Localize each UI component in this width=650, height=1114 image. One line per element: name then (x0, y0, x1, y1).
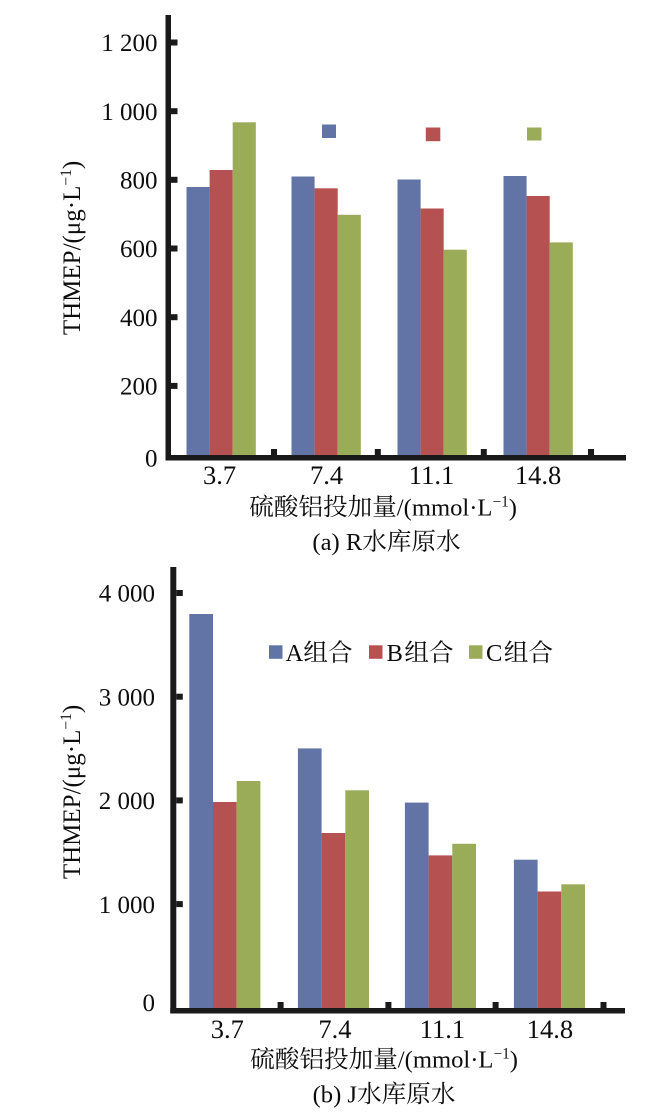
svg-text:3.7: 3.7 (211, 1014, 244, 1044)
svg-text:B: B (387, 640, 403, 667)
svg-text:200: 200 (120, 374, 158, 401)
svg-text:1 000: 1 000 (101, 99, 157, 126)
svg-text:3.7: 3.7 (203, 460, 236, 490)
svg-text:/(mmol·L−1): /(mmol·L−1) (397, 493, 517, 521)
svg-text:7.4: 7.4 (310, 460, 343, 490)
svg-text:600: 600 (120, 236, 158, 263)
svg-text:14.8: 14.8 (515, 460, 561, 490)
svg-text:0: 0 (145, 446, 158, 473)
svg-text:/(mmol·L−1): /(mmol·L−1) (398, 1046, 518, 1074)
svg-text:14.8: 14.8 (527, 1014, 573, 1044)
svg-text:2 000: 2 000 (99, 788, 155, 815)
svg-text:1 000: 1 000 (99, 892, 155, 919)
svg-text:C: C (486, 640, 502, 667)
svg-text:400: 400 (120, 305, 158, 332)
svg-text:A: A (286, 640, 304, 667)
svg-text:THMEP/(μg·L−1): THMEP/(μg·L−1) (58, 161, 86, 335)
svg-text:0: 0 (143, 990, 156, 1017)
svg-text:(b) J: (b) J (313, 1081, 358, 1108)
svg-text:(a) R: (a) R (312, 529, 362, 556)
svg-text:1 200: 1 200 (101, 30, 157, 57)
svg-text:7.4: 7.4 (318, 1014, 351, 1044)
svg-text:11.1: 11.1 (409, 460, 454, 490)
svg-text:THMEP/(μg·L−1): THMEP/(μg·L−1) (58, 705, 86, 879)
svg-text:800: 800 (120, 168, 158, 195)
svg-text:3 000: 3 000 (99, 684, 155, 711)
svg-text:11.1: 11.1 (420, 1014, 465, 1044)
svg-text:4 000: 4 000 (99, 581, 155, 608)
